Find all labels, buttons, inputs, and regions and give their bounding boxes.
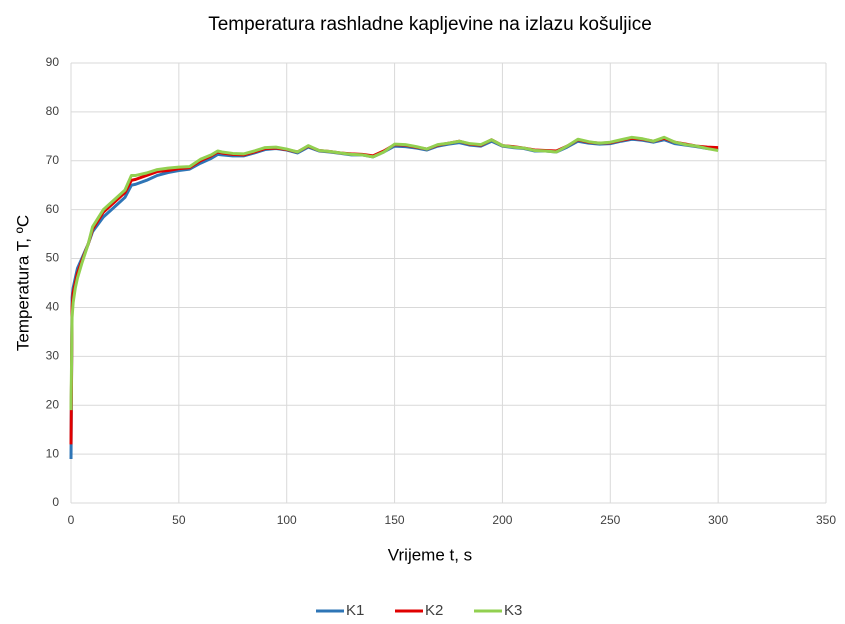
y-tick-label: 80 [46, 104, 60, 118]
x-axis-label: Vrijeme t, s [388, 545, 472, 564]
y-tick-label: 40 [46, 300, 60, 314]
chart-title: Temperatura rashladne kapljevine na izla… [208, 14, 652, 35]
x-tick-label: 250 [600, 513, 620, 527]
y-axis-label: Temperatura T, ºC [13, 215, 32, 351]
x-tick-label: 300 [708, 513, 728, 527]
x-tick-label: 50 [172, 513, 186, 527]
legend-label: K2 [425, 602, 443, 619]
legend-label: K1 [346, 602, 364, 619]
y-tick-label: 0 [52, 495, 59, 509]
x-tick-label: 0 [68, 513, 75, 527]
x-tick-label: 200 [492, 513, 512, 527]
y-tick-label: 20 [46, 397, 60, 411]
y-tick-label: 30 [46, 349, 60, 363]
y-tick-label: 70 [46, 153, 60, 167]
y-tick-label: 90 [46, 55, 60, 69]
x-tick-label: 100 [277, 513, 297, 527]
x-tick-label: 350 [816, 513, 836, 527]
x-tick-label: 150 [385, 513, 405, 527]
data-line [69, 135, 719, 411]
y-tick-label: 10 [46, 446, 60, 460]
legend-label: K3 [504, 602, 522, 619]
y-tick-label: 50 [46, 251, 60, 265]
y-tick-label: 60 [46, 202, 60, 216]
